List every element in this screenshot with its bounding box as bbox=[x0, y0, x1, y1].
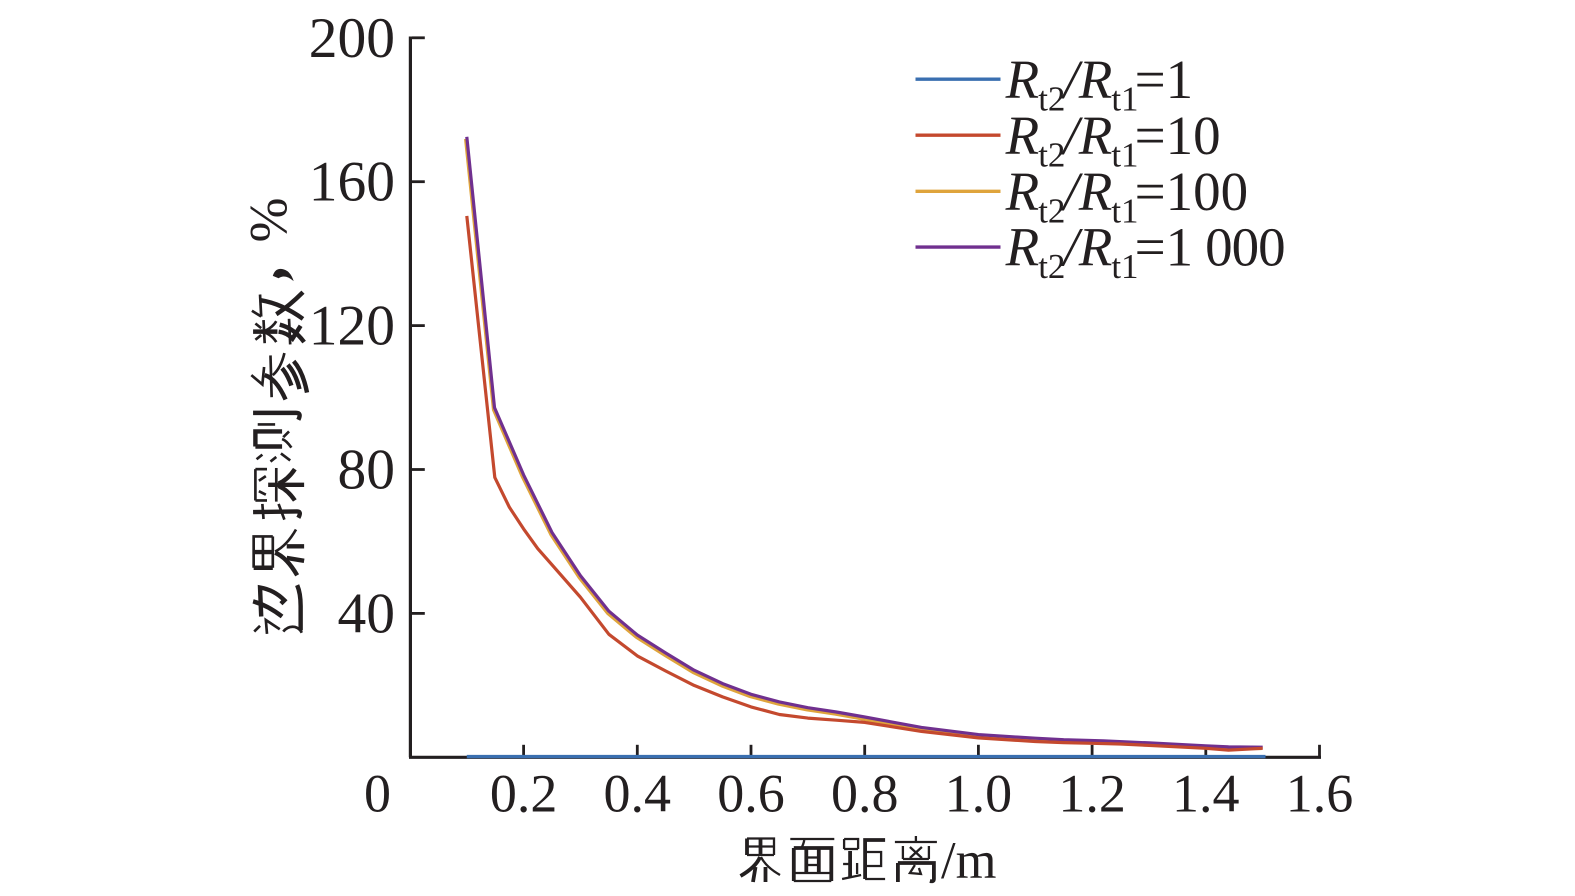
svg-text:0.8: 0.8 bbox=[831, 763, 899, 823]
svg-text:80: 80 bbox=[338, 439, 396, 502]
svg-text:0: 0 bbox=[364, 763, 391, 823]
svg-text:Rt2/Rt1=1: Rt2/Rt1=1 bbox=[1005, 49, 1194, 119]
svg-text:1.2: 1.2 bbox=[1058, 763, 1126, 823]
svg-text:1.6: 1.6 bbox=[1286, 763, 1354, 823]
svg-text:200: 200 bbox=[309, 7, 395, 70]
svg-text:160: 160 bbox=[309, 151, 395, 214]
svg-text:Rt2/Rt1=10: Rt2/Rt1=10 bbox=[1005, 105, 1221, 175]
svg-text:40: 40 bbox=[338, 582, 396, 645]
svg-text:0.4: 0.4 bbox=[604, 763, 672, 823]
svg-text:Rt2/Rt1=100: Rt2/Rt1=100 bbox=[1005, 161, 1249, 231]
svg-text:1.4: 1.4 bbox=[1172, 763, 1240, 823]
svg-text:1.0: 1.0 bbox=[945, 763, 1013, 823]
svg-text:/m: /m bbox=[941, 832, 997, 890]
svg-text:120: 120 bbox=[309, 295, 395, 358]
svg-text:0.6: 0.6 bbox=[717, 763, 785, 823]
svg-text:%: % bbox=[239, 198, 299, 243]
svg-text:0.2: 0.2 bbox=[490, 763, 558, 823]
